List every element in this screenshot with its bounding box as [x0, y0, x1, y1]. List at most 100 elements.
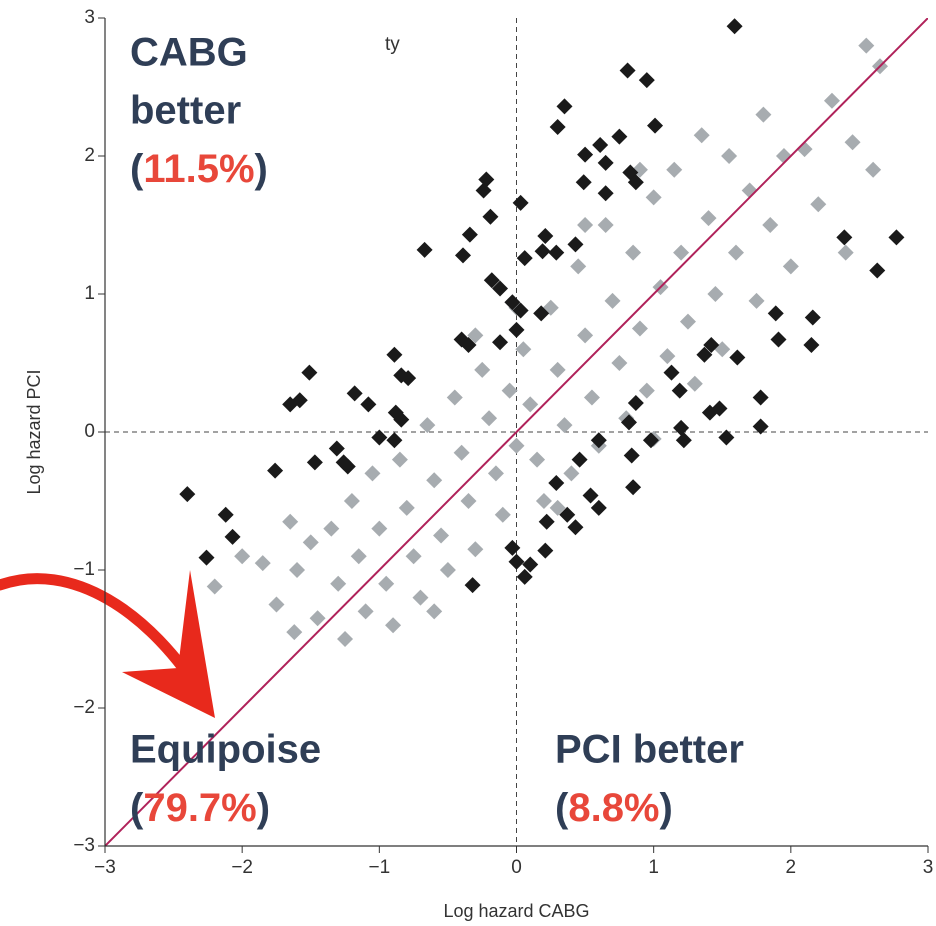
point: [378, 575, 395, 592]
point: [707, 286, 724, 302]
point: [537, 542, 554, 559]
point: [268, 596, 285, 613]
point: [721, 148, 738, 164]
point: [537, 228, 554, 245]
point: [328, 440, 345, 457]
x-tick-label: 0: [511, 857, 522, 878]
point: [474, 361, 491, 378]
point: [494, 506, 511, 523]
point: [559, 506, 576, 523]
point: [522, 556, 539, 573]
point: [865, 161, 882, 178]
annotation-share: (79.7%): [130, 786, 270, 830]
point: [398, 499, 415, 516]
point: [538, 513, 555, 530]
point: [504, 294, 521, 311]
point: [217, 506, 234, 523]
y-tick-label: 2: [84, 145, 95, 166]
point: [567, 236, 584, 253]
point: [483, 272, 500, 289]
share-value: 8.8%: [568, 786, 659, 830]
point: [478, 171, 495, 188]
point: [666, 161, 683, 178]
point: [592, 136, 609, 153]
point: [291, 392, 308, 409]
point: [234, 548, 251, 565]
point: [508, 437, 525, 454]
point: [337, 631, 354, 647]
point: [577, 217, 594, 233]
point: [289, 562, 306, 578]
y-axis-label: Log hazard PCI: [24, 369, 44, 494]
y-tick-label: −2: [73, 697, 95, 718]
arrow-head: [122, 570, 215, 718]
point: [700, 210, 717, 227]
x-axis-label: Log hazard CABG: [443, 901, 589, 921]
point: [673, 419, 690, 436]
point: [888, 229, 905, 246]
point: [693, 127, 710, 144]
point: [548, 244, 565, 261]
point: [567, 519, 584, 536]
point: [512, 302, 529, 319]
point: [535, 493, 552, 509]
point: [508, 321, 525, 338]
point: [611, 355, 628, 371]
x-tick-label: 3: [923, 857, 934, 878]
point: [400, 370, 417, 387]
point: [770, 331, 787, 348]
point: [638, 382, 655, 399]
point: [343, 493, 360, 509]
point: [529, 451, 546, 468]
point: [460, 493, 477, 509]
point: [590, 432, 607, 449]
point: [726, 18, 743, 35]
point: [582, 487, 599, 504]
bracket: (: [555, 786, 569, 830]
point: [492, 280, 509, 297]
point: [718, 429, 735, 446]
point: [679, 313, 696, 330]
point: [515, 341, 532, 358]
point: [460, 337, 477, 354]
point: [286, 624, 303, 641]
point: [810, 196, 827, 213]
point: [433, 527, 450, 544]
share-value: 11.5%: [143, 147, 254, 191]
point: [464, 577, 481, 594]
annotation-text: CABG: [130, 31, 248, 75]
point: [597, 185, 614, 202]
point: [357, 603, 374, 620]
point: [302, 534, 319, 551]
point: [323, 520, 340, 537]
point: [481, 410, 498, 427]
point: [549, 361, 566, 378]
point: [426, 603, 443, 620]
point: [675, 432, 692, 449]
point: [663, 364, 680, 381]
point: [571, 451, 588, 468]
point: [563, 465, 580, 482]
point: [804, 309, 821, 326]
point: [412, 589, 429, 606]
point: [419, 417, 436, 434]
x-tick-label: −1: [368, 857, 390, 878]
point: [671, 382, 688, 399]
point: [752, 389, 769, 406]
point: [330, 575, 347, 592]
y-tick-label: 3: [84, 7, 95, 28]
point: [426, 472, 443, 489]
point: [575, 174, 592, 191]
x-tick-label: −3: [94, 857, 116, 878]
point: [597, 217, 614, 233]
point: [570, 258, 587, 275]
point: [782, 258, 799, 275]
share-value: 79.7%: [143, 786, 256, 830]
point: [487, 465, 504, 482]
point: [803, 337, 820, 354]
bracket: ): [255, 147, 268, 191]
point: [179, 486, 196, 503]
point: [453, 444, 470, 461]
y-tick-label: 1: [84, 283, 95, 304]
point: [475, 182, 492, 199]
